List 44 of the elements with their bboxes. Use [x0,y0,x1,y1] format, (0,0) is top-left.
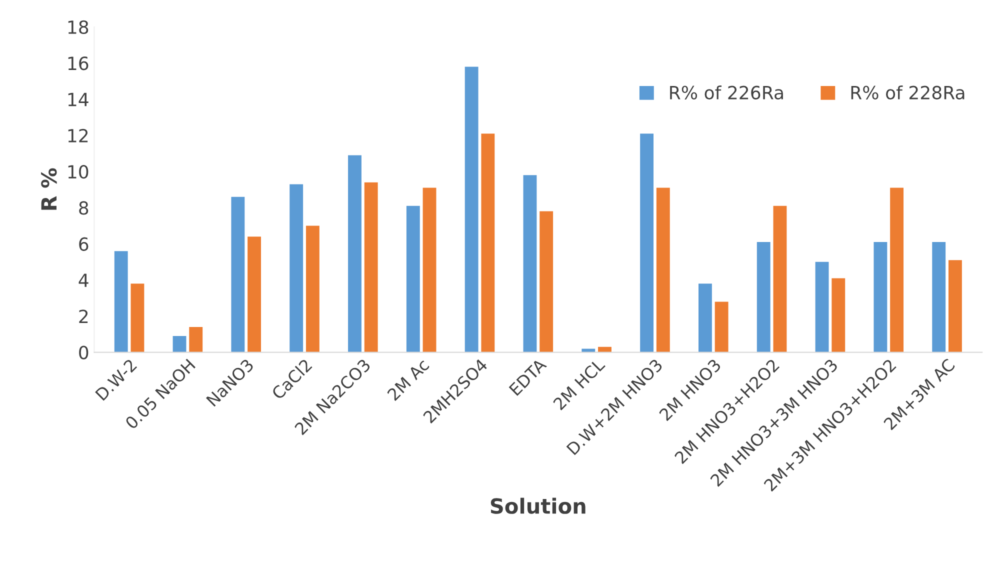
bar [481,134,495,352]
bar [582,348,596,352]
bar [698,284,712,352]
x-axis-title: Solution [490,498,586,514]
bar [422,188,436,352]
y-tick-label: 12 [68,128,88,142]
bar [248,236,261,352]
bar [172,336,186,352]
bar [523,175,537,352]
bar [231,196,245,352]
bar [815,262,829,352]
legend-label: R% of 226Ra [670,85,783,100]
y-tick-label: 8 [79,201,88,215]
bar [832,278,846,352]
bar [756,242,770,352]
bar [874,242,888,352]
bar [598,346,612,352]
legend-label: R% of 228Ra [851,85,964,100]
y-tick-label: 16 [68,56,88,70]
bar [348,155,362,352]
bar [189,327,203,352]
y-tick-label: 6 [79,237,88,251]
bar [714,302,728,352]
y-tick-label: 2 [79,310,88,324]
y-tick-label: 0 [79,346,88,360]
bar [406,206,420,352]
bar [948,260,962,352]
bar [290,184,304,352]
bar [656,188,670,352]
bar [130,284,144,352]
bar [640,134,654,352]
y-tick-label: 18 [68,20,88,34]
bar [932,242,946,352]
bar [114,251,128,352]
bar [306,226,320,352]
y-tick-label: 10 [68,165,88,179]
bar [364,182,378,352]
bar [464,66,478,352]
y-tick-label: 4 [78,274,88,287]
bar [890,188,904,352]
y-axis-title: R % [41,168,57,210]
bar [540,211,554,352]
bar [773,206,787,352]
y-tick-label: 14 [68,92,88,106]
